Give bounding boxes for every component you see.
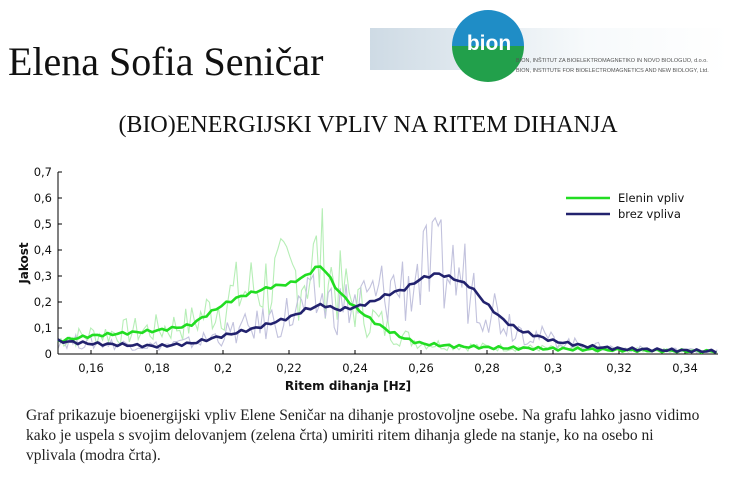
series-line-1 (57, 272, 718, 355)
x-tick-label: 0,32 (606, 361, 632, 375)
x-tick-label: 0,34 (672, 361, 698, 375)
series-line-0 (57, 265, 717, 354)
author-name: Elena Sofia Seničar (8, 39, 324, 84)
x-tick-label: 0,22 (276, 361, 302, 375)
y-tick-label: 0,2 (34, 295, 52, 309)
y-tick-label: 0,7 (34, 165, 52, 179)
x-tick-label: 0,18 (144, 361, 170, 375)
x-tick-label: 0,16 (78, 361, 104, 375)
x-tick-label: 0,28 (474, 361, 500, 375)
y-tick-label: 0,1 (34, 321, 52, 335)
caption: Graf prikazuje bioenergijski vpliv Elene… (26, 407, 700, 464)
y-tick-label: 0,3 (34, 269, 52, 283)
x-axis-title: Ritem dihanja [Hz] (285, 379, 411, 393)
y-tick-label: 0,5 (34, 217, 52, 231)
x-tick-label: 0,26 (408, 361, 434, 375)
logo-text-slovene: BION, INŠTITUT ZA BIOELEKTROMAGNETIKO IN… (516, 58, 708, 64)
logo-band (370, 28, 730, 70)
raw-trace-1 (57, 216, 718, 354)
bion-logo: bion BION, INŠTITUT ZA BIOELEKTROMAGNETI… (370, 8, 730, 84)
legend-label-0: Elenin vpliv (618, 191, 684, 205)
legend-label-1: brez vpliva (618, 207, 681, 221)
x-tick-label: 0,3 (544, 361, 562, 375)
y-tick-label: 0,4 (34, 243, 52, 257)
logo-word: bion (466, 32, 512, 55)
y-tick-label: 0 (45, 347, 52, 361)
page-title: (BIO)ENERGIJSKI VPLIV NA RITEM DIHANJA (118, 112, 618, 138)
x-tick-label: 0,24 (342, 361, 368, 375)
logo-text-english: BION, INSTITUTE FOR BIOELECTROMAGNETICS … (516, 68, 709, 74)
y-axis-title: Jakost (17, 242, 31, 285)
breathing-chart: 0 0,1 0,2 0,3 0,4 0,5 0,6 0,7 0,16 0,18 0,2 0,22 0,2… (17, 165, 718, 393)
y-tick-label: 0,6 (34, 191, 52, 205)
x-tick-label: 0,2 (214, 361, 232, 375)
